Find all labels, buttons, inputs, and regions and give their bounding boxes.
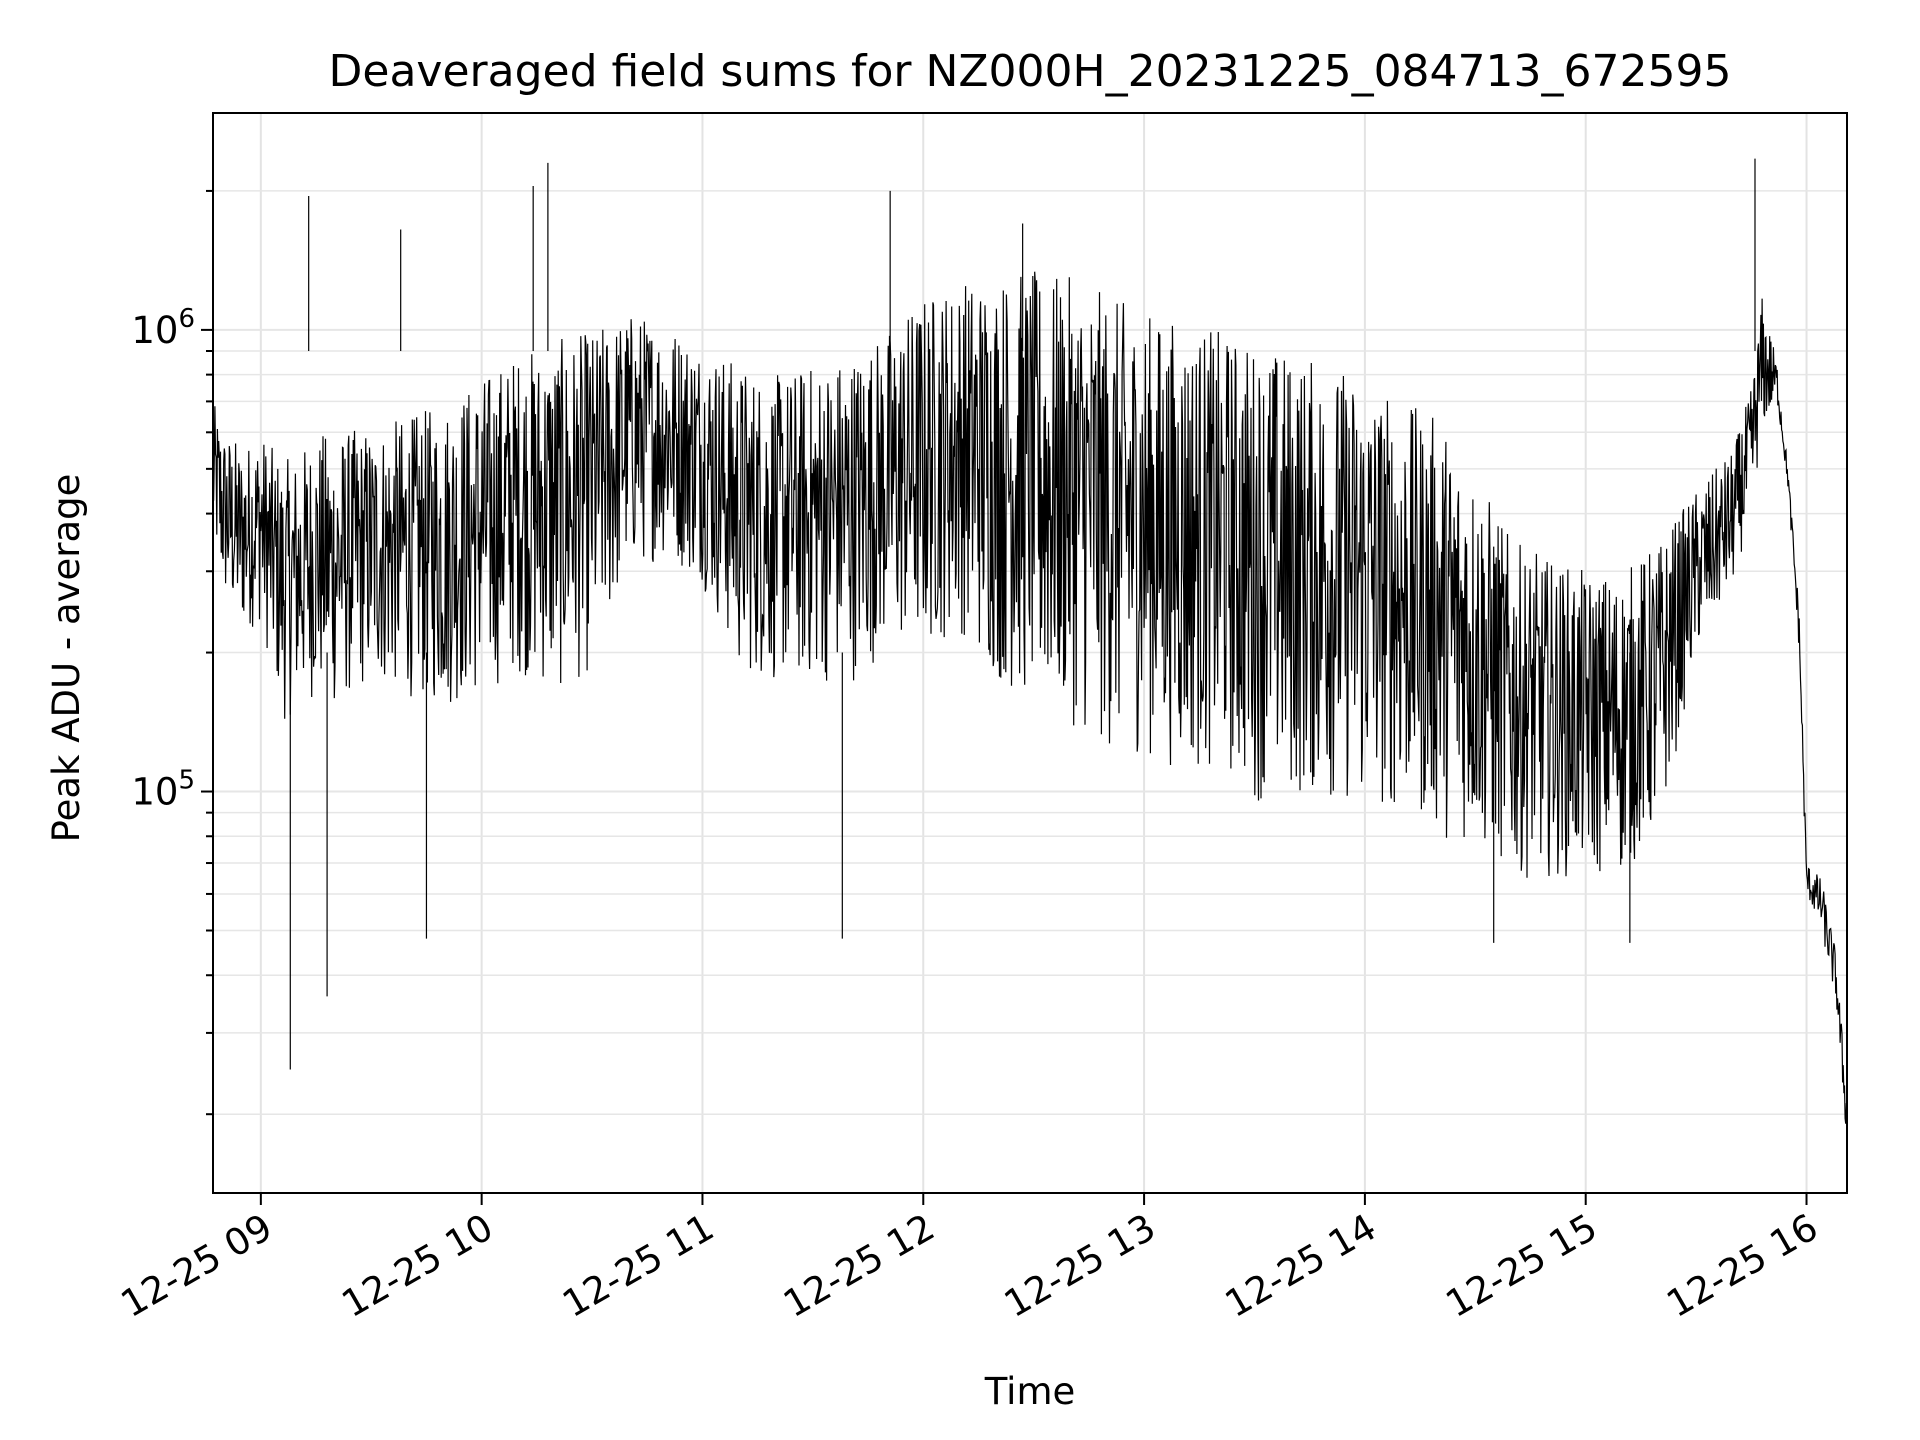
y-axis: 105 106: [131, 189, 213, 1116]
series-line-group: [212, 158, 1848, 1124]
series-line: [212, 271, 1848, 1124]
y-tick-label: 106: [131, 304, 195, 352]
y-tick-label: 105: [131, 766, 195, 814]
y-axis-label: Peak ADU - average: [45, 474, 88, 843]
chart-title: Deaveraged field sums for NZ000H_2023122…: [329, 46, 1732, 97]
x-axis-label: Time: [984, 1370, 1076, 1413]
